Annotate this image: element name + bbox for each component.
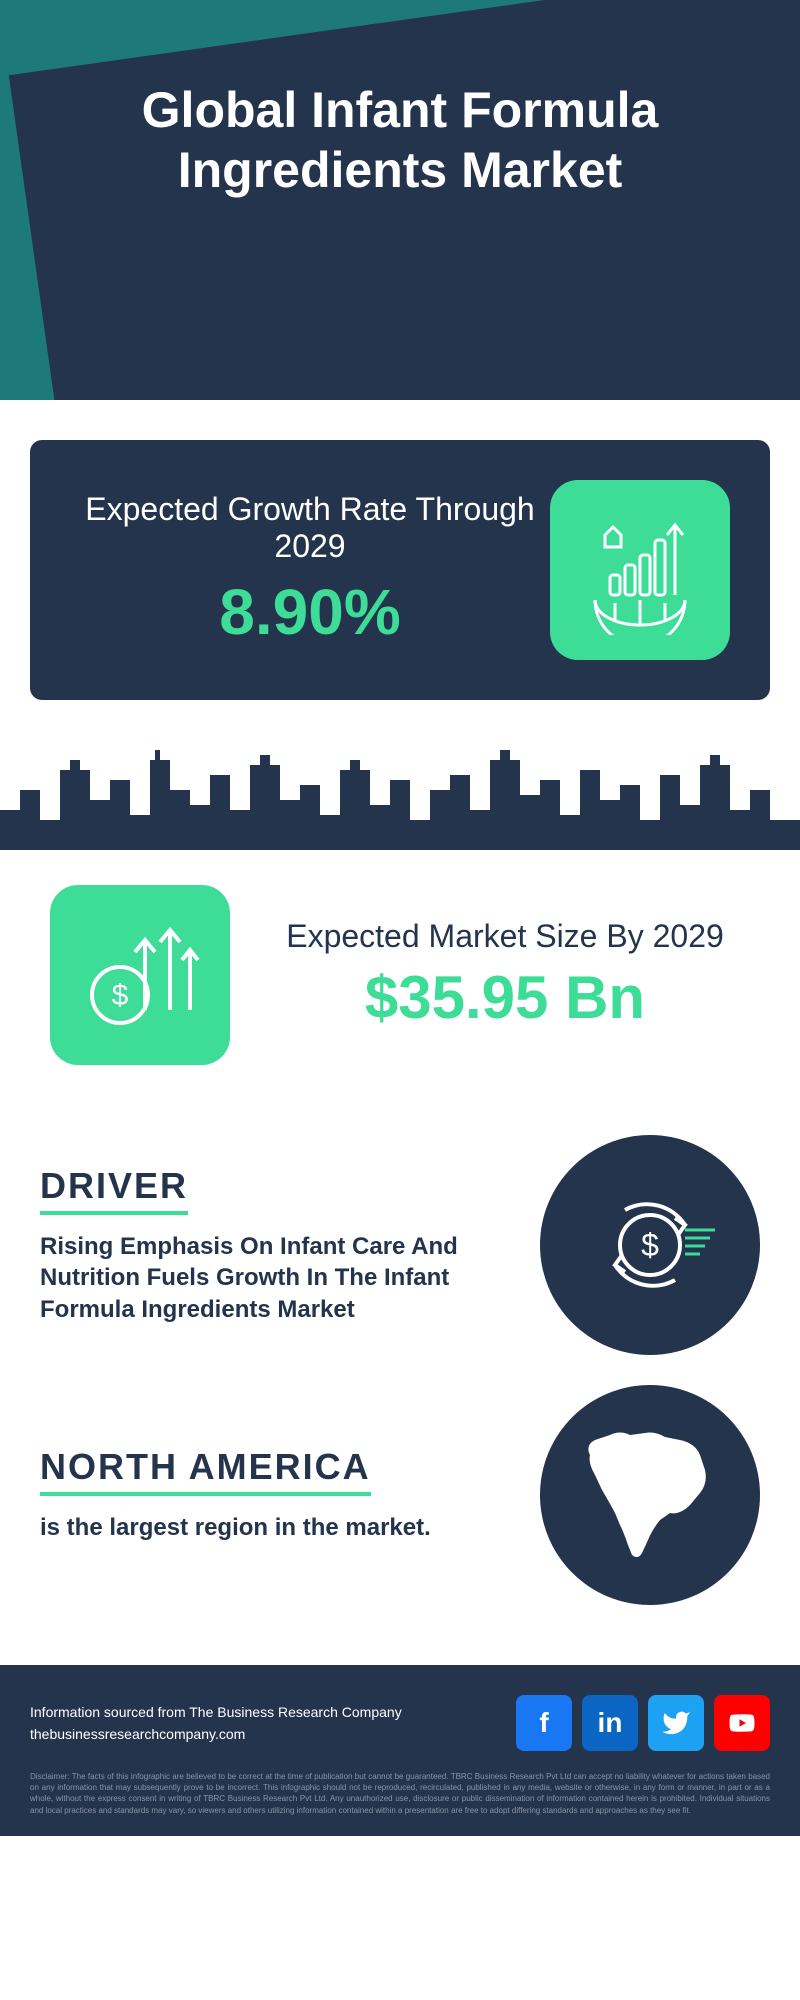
- page-title: Global Infant Formula Ingredients Market: [0, 80, 800, 200]
- header-bg-navy: [9, 0, 800, 400]
- driver-section: DRIVER Rising Emphasis On Infant Care An…: [40, 1135, 760, 1355]
- facebook-icon[interactable]: f: [516, 1695, 572, 1751]
- dollar-exchange-icon: $: [540, 1135, 760, 1355]
- region-section: NORTH AMERICA is the largest region in t…: [40, 1385, 760, 1605]
- social-links: f in: [516, 1695, 770, 1751]
- svg-text:$: $: [112, 979, 129, 1012]
- region-heading: NORTH AMERICA: [40, 1446, 371, 1496]
- driver-heading: DRIVER: [40, 1165, 188, 1215]
- youtube-icon[interactable]: [714, 1695, 770, 1751]
- growth-rate-label: Expected Growth Rate Through 2029: [70, 491, 550, 565]
- growth-rate-text: Expected Growth Rate Through 2029 8.90%: [70, 491, 550, 649]
- footer-top-row: Information sourced from The Business Re…: [30, 1695, 770, 1751]
- market-size-card: $ Expected Market Size By 2029 $35.95 Bn: [30, 855, 770, 1105]
- city-skyline-icon: [0, 730, 800, 850]
- driver-text: DRIVER Rising Emphasis On Infant Care An…: [40, 1165, 510, 1325]
- twitter-icon[interactable]: [648, 1695, 704, 1751]
- region-text: NORTH AMERICA is the largest region in t…: [40, 1446, 510, 1543]
- growth-rate-card: Expected Growth Rate Through 2029 8.90%: [30, 440, 770, 700]
- footer-source-line1: Information sourced from The Business Re…: [30, 1701, 402, 1723]
- market-size-value: $35.95 Bn: [260, 963, 750, 1032]
- footer-source: Information sourced from The Business Re…: [30, 1701, 402, 1746]
- north-america-map-icon: [540, 1385, 760, 1605]
- dollar-arrows-up-icon: $: [50, 885, 230, 1065]
- footer-source-line2: thebusinessresearchcompany.com: [30, 1723, 402, 1745]
- market-size-text: Expected Market Size By 2029 $35.95 Bn: [260, 918, 750, 1032]
- driver-body: Rising Emphasis On Infant Care And Nutri…: [40, 1231, 510, 1325]
- header-banner: Global Infant Formula Ingredients Market: [0, 0, 800, 400]
- region-body: is the largest region in the market.: [40, 1512, 510, 1543]
- growth-chart-globe-icon: [550, 480, 730, 660]
- footer: Information sourced from The Business Re…: [0, 1665, 800, 1836]
- market-size-label: Expected Market Size By 2029: [260, 918, 750, 955]
- growth-rate-value: 8.90%: [70, 575, 550, 649]
- linkedin-icon[interactable]: in: [582, 1695, 638, 1751]
- svg-text:$: $: [641, 1227, 659, 1263]
- footer-disclaimer: Disclaimer: The facts of this infographi…: [30, 1771, 770, 1816]
